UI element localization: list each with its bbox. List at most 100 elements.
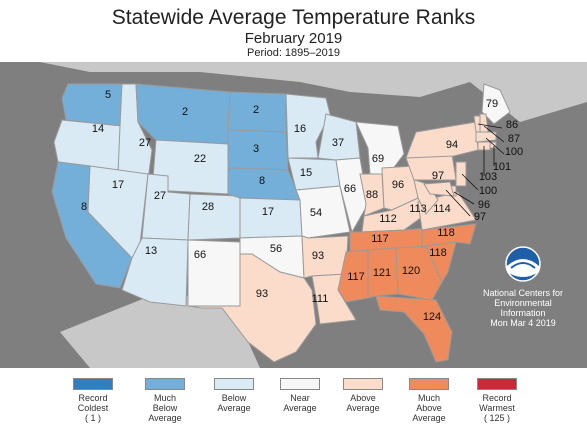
legend: Record Coldest ( 1 ) Much Below Average … [0, 372, 587, 428]
leader-lines [445, 123, 505, 217]
rank-label-mo: 54 [310, 207, 322, 219]
leader-line-nj [461, 173, 479, 191]
rank-label-ut: 27 [154, 190, 166, 202]
rank-label-wv: 113 [409, 203, 427, 215]
rank-label-me: 79 [486, 98, 498, 110]
leader-line-ma [485, 137, 505, 155]
state-ri [489, 141, 497, 149]
rank-label-nv: 17 [112, 179, 124, 191]
rank-label-id: 27 [139, 137, 151, 149]
rank-label-in: 88 [366, 189, 378, 201]
legend-label: Record Warmest ( 125 ) [479, 393, 515, 423]
state-fl [375, 295, 453, 363]
legend-item-much-below: Much Below Average [130, 378, 200, 423]
rank-label-ct: 103 [479, 171, 497, 183]
rank-label-vt: 86 [506, 119, 518, 131]
state-ks [239, 197, 303, 239]
noaa-credit: National Centers for Environmental Infor… [468, 246, 578, 328]
leader-line-nh [483, 125, 505, 143]
rank-label-va: 114 [433, 203, 451, 215]
mexico-land [60, 292, 260, 368]
rank-label-ma: 100 [505, 146, 523, 158]
state-ia [287, 157, 341, 191]
state-md [423, 181, 455, 197]
noaa-credit-line2: Environmental [494, 298, 552, 308]
legend-item-near: Near Average [265, 378, 335, 413]
legend-label: Below Average [217, 393, 251, 413]
state-ga [395, 245, 443, 301]
rank-label-ar: 93 [312, 250, 324, 262]
rank-label-md: 97 [474, 211, 486, 223]
noaa-credit-line1: National Centers for [482, 288, 564, 298]
legend-item-record-warmest: Record Warmest ( 125 ) [462, 378, 532, 423]
state-ma [475, 131, 497, 143]
leader-line-vt [477, 123, 503, 129]
state-ny [405, 121, 479, 159]
legend-item-much-above: Much Above Average [394, 378, 464, 423]
state-tx [187, 253, 317, 363]
rank-label-nm: 66 [194, 249, 206, 261]
legend-item-above: Above Average [328, 378, 398, 413]
legend-swatch [477, 378, 517, 390]
noaa-date: Mon Mar 4 2019 [490, 318, 556, 328]
state-nc [421, 223, 477, 249]
state-me [481, 83, 511, 125]
rank-label-ne: 8 [259, 175, 265, 187]
legend-label: Above Average [346, 393, 380, 413]
rank-label-nd: 2 [253, 104, 259, 116]
rank-label-de: 96 [478, 199, 490, 211]
leader-line-de [453, 191, 475, 205]
noaa-logo-icon [505, 246, 541, 282]
rank-label-il: 66 [344, 183, 356, 195]
rank-label-nh: 87 [508, 133, 520, 145]
rank-label-ri: 101 [493, 161, 511, 173]
legend-label: Near Average [283, 393, 317, 413]
map-title: Statewide Average Temperature Ranks [111, 6, 476, 29]
rank-label-ks: 17 [262, 206, 274, 218]
canada-land [40, 62, 587, 122]
rank-label-nc: 118 [437, 227, 455, 239]
legend-swatch [214, 378, 254, 390]
legend-swatch [145, 378, 185, 390]
rank-label-ok: 56 [270, 243, 282, 255]
rank-label-or: 14 [92, 123, 104, 135]
rank-label-ca: 8 [81, 201, 87, 213]
legend-label: Much Above Average [412, 393, 446, 423]
legend-label: Much Below Average [148, 393, 182, 423]
rank-label-az: 13 [145, 245, 157, 257]
state-nh [479, 113, 489, 133]
rank-label-wa: 5 [105, 89, 111, 101]
legend-swatch [409, 378, 449, 390]
rank-label-mt: 2 [182, 106, 188, 118]
rank-label-sc: 118 [429, 247, 447, 259]
legend-item-record-coldest: Record Coldest ( 1 ) [58, 378, 128, 423]
rank-label-ms: 117 [347, 271, 365, 283]
state-al [367, 247, 399, 299]
rank-label-mi: 69 [372, 153, 384, 165]
state-wv [413, 179, 439, 215]
rank-label-ia: 15 [300, 167, 312, 179]
state-in [359, 173, 385, 217]
legend-item-below: Below Average [199, 378, 269, 413]
rank-label-oh: 96 [392, 179, 404, 191]
rank-label-mn: 16 [294, 123, 306, 135]
state-ms [337, 249, 369, 303]
rank-label-ny: 94 [446, 139, 458, 151]
rank-label-la: 111 [312, 293, 329, 305]
rank-label-ga: 120 [402, 265, 420, 277]
rank-label-co: 28 [202, 201, 214, 213]
rank-label-nj: 100 [479, 185, 497, 197]
state-ar [301, 235, 349, 279]
noaa-credit-line3: Information [500, 308, 546, 318]
rank-label-wi: 37 [332, 137, 344, 149]
legend-swatch [343, 378, 383, 390]
rank-label-al: 121 [373, 267, 391, 279]
legend-label: Record Coldest ( 1 ) [77, 393, 109, 423]
rank-label-ky: 112 [379, 213, 397, 225]
state-polygons [51, 83, 511, 363]
rank-label-fl: 124 [423, 311, 441, 323]
state-nj [455, 161, 467, 187]
state-wa [61, 83, 129, 127]
period-label: Period: 1895–2019 [247, 47, 340, 59]
rank-label-tx: 93 [256, 288, 268, 300]
